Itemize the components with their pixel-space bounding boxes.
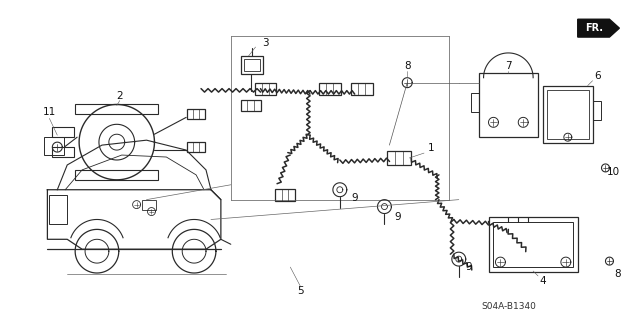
Bar <box>75 170 159 180</box>
Bar <box>275 189 295 201</box>
Bar <box>49 195 67 225</box>
Polygon shape <box>578 19 620 37</box>
Bar <box>479 73 538 137</box>
Bar <box>547 90 589 139</box>
Text: 7: 7 <box>505 61 511 71</box>
Bar <box>52 127 74 137</box>
Bar <box>75 105 159 115</box>
Text: 4: 4 <box>540 276 547 286</box>
Bar <box>470 93 479 112</box>
Bar <box>319 83 341 94</box>
Bar <box>543 85 593 143</box>
Bar <box>44 137 64 155</box>
Bar <box>387 151 411 165</box>
Text: 8: 8 <box>404 61 410 71</box>
Text: 10: 10 <box>607 167 620 177</box>
Bar <box>593 100 600 120</box>
Text: 5: 5 <box>297 286 303 296</box>
Bar <box>488 218 578 272</box>
Text: 9: 9 <box>351 193 358 203</box>
Text: S04A-B1340: S04A-B1340 <box>481 302 536 311</box>
Text: 9: 9 <box>465 262 472 272</box>
Bar <box>52 147 74 157</box>
Text: 9: 9 <box>394 212 401 222</box>
Bar <box>187 142 205 152</box>
Text: 11: 11 <box>43 108 56 117</box>
Bar <box>493 222 573 267</box>
Bar <box>241 56 262 74</box>
Bar <box>187 109 205 119</box>
Bar <box>351 83 372 94</box>
Text: 1: 1 <box>428 143 435 153</box>
Bar <box>244 59 260 71</box>
Text: 8: 8 <box>614 269 621 279</box>
Bar <box>141 200 156 210</box>
Text: 6: 6 <box>595 71 601 81</box>
Text: 2: 2 <box>116 91 123 100</box>
Bar <box>255 83 276 94</box>
Bar <box>241 100 260 111</box>
Text: 3: 3 <box>262 38 269 48</box>
Text: FR.: FR. <box>586 23 604 33</box>
